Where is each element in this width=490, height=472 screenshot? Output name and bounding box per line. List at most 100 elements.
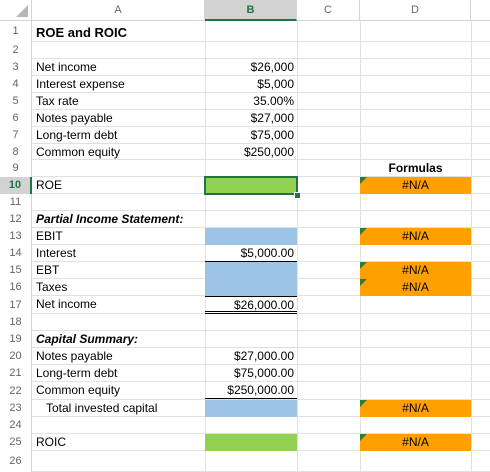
error-indicator-icon bbox=[360, 434, 367, 441]
formula-roe-value: #N/A bbox=[402, 178, 429, 192]
error-indicator-icon bbox=[360, 262, 367, 269]
gridline bbox=[32, 143, 490, 144]
gridline bbox=[205, 21, 206, 472]
row-header[interactable]: 21 bbox=[0, 365, 32, 382]
total-capital-fill[interactable] bbox=[205, 400, 297, 417]
formula-total-capital-value: #N/A bbox=[402, 401, 429, 415]
label-total-invested-capital[interactable]: Total invested capital bbox=[46, 401, 158, 415]
value-interest[interactable]: $5,000.00 bbox=[205, 245, 297, 262]
gridline bbox=[471, 21, 472, 472]
label-taxes[interactable]: Taxes bbox=[36, 280, 68, 294]
row-header[interactable]: 7 bbox=[0, 127, 32, 144]
label-net-income[interactable]: Net income bbox=[36, 60, 97, 74]
label-common-equity[interactable]: Common equity bbox=[36, 145, 121, 159]
formula-taxes[interactable]: #N/A bbox=[360, 279, 471, 296]
error-indicator-icon bbox=[360, 400, 367, 407]
active-cell-selection[interactable] bbox=[204, 176, 298, 195]
label-ebit[interactable]: EBIT bbox=[36, 229, 63, 243]
ebt-taxes-fill[interactable] bbox=[205, 262, 297, 296]
formula-roic[interactable]: #N/A bbox=[360, 434, 471, 451]
label-common-equity-summary[interactable]: Common equity bbox=[36, 383, 121, 397]
row-header[interactable]: 25 bbox=[0, 434, 32, 451]
column-header-e[interactable] bbox=[471, 0, 490, 21]
row-header[interactable]: 3 bbox=[0, 59, 32, 76]
row-header[interactable]: 24 bbox=[0, 417, 32, 434]
formula-ebit[interactable]: #N/A bbox=[360, 228, 471, 245]
value-interest-expense[interactable]: $5,000 bbox=[257, 77, 294, 91]
formula-ebit-value: #N/A bbox=[402, 229, 429, 243]
label-roe[interactable]: ROE bbox=[36, 178, 63, 192]
gridline bbox=[32, 227, 490, 228]
value-net-income-statement[interactable]: $26,000.00 bbox=[205, 296, 297, 314]
row-header[interactable]: 11 bbox=[0, 194, 32, 211]
row-header[interactable]: 20 bbox=[0, 348, 32, 365]
gridline bbox=[297, 21, 298, 472]
row-header[interactable]: 22 bbox=[0, 382, 32, 400]
label-interest[interactable]: Interest bbox=[36, 246, 77, 260]
formula-roe[interactable]: #N/A bbox=[360, 177, 471, 194]
row-header[interactable]: 16 bbox=[0, 279, 32, 296]
value-notes-payable[interactable]: $27,000 bbox=[250, 111, 294, 125]
row-header[interactable]: 23 bbox=[0, 400, 32, 417]
value-common-equity-summary[interactable]: $250,000.00 bbox=[205, 382, 297, 399]
row-header[interactable]: 18 bbox=[0, 314, 32, 331]
row-header[interactable]: 26 bbox=[0, 451, 32, 472]
section-capital-summary[interactable]: Capital Summary: bbox=[36, 332, 139, 346]
value-tax-rate[interactable]: 35.00% bbox=[253, 94, 294, 108]
sheet-title[interactable]: ROE and ROIC bbox=[36, 25, 128, 40]
formulas-header[interactable]: Formulas bbox=[388, 161, 443, 175]
value-net-income[interactable]: $26,000 bbox=[250, 60, 294, 74]
select-all-triangle-icon bbox=[16, 5, 28, 17]
row-header[interactable]: 2 bbox=[0, 42, 32, 59]
gridline bbox=[32, 433, 490, 434]
formula-ebt-value: #N/A bbox=[402, 263, 429, 277]
row-header[interactable]: 8 bbox=[0, 144, 32, 160]
row-header[interactable]: 5 bbox=[0, 93, 32, 110]
ebit-fill[interactable] bbox=[205, 228, 297, 245]
gridline bbox=[32, 159, 490, 160]
label-long-term-debt-summary[interactable]: Long-term debt bbox=[36, 366, 118, 380]
row-header[interactable]: 4 bbox=[0, 76, 32, 93]
roe-input-fill[interactable] bbox=[205, 177, 297, 194]
row-header[interactable]: 9 bbox=[0, 160, 32, 177]
gridline bbox=[32, 347, 490, 348]
fill-handle[interactable] bbox=[294, 192, 301, 199]
select-all-corner[interactable] bbox=[0, 0, 32, 21]
error-indicator-icon bbox=[360, 177, 367, 184]
column-header-c[interactable]: C bbox=[297, 0, 360, 21]
row-header[interactable]: 17 bbox=[0, 296, 32, 314]
row-header[interactable]: 19 bbox=[0, 331, 32, 348]
label-ebt[interactable]: EBT bbox=[36, 263, 60, 277]
label-tax-rate[interactable]: Tax rate bbox=[36, 94, 79, 108]
row-header[interactable]: 10 bbox=[0, 177, 32, 194]
row-header[interactable]: 15 bbox=[0, 262, 32, 279]
row-header[interactable]: 14 bbox=[0, 245, 32, 262]
row-header[interactable]: 12 bbox=[0, 211, 32, 228]
gridline bbox=[32, 126, 490, 127]
value-long-term-debt[interactable]: $75,000 bbox=[250, 128, 294, 142]
section-partial-income-statement[interactable]: Partial Income Statement: bbox=[36, 212, 184, 226]
error-indicator-icon bbox=[360, 228, 367, 235]
column-header-a[interactable]: A bbox=[32, 0, 205, 21]
formula-total-invested-capital[interactable]: #N/A bbox=[360, 400, 471, 417]
gridline bbox=[32, 75, 490, 76]
value-common-equity[interactable]: $250,000 bbox=[243, 145, 294, 159]
label-notes-payable[interactable]: Notes payable bbox=[36, 111, 113, 125]
label-roic[interactable]: ROIC bbox=[36, 435, 66, 449]
value-long-term-debt-summary[interactable]: $75,000.00 bbox=[233, 366, 294, 380]
row-header[interactable]: 13 bbox=[0, 228, 32, 245]
formula-ebt[interactable]: #N/A bbox=[360, 262, 471, 279]
column-header-b[interactable]: B bbox=[205, 0, 297, 21]
row-header[interactable]: 1 bbox=[0, 21, 32, 42]
roic-input-fill[interactable] bbox=[205, 434, 297, 451]
label-net-income-statement[interactable]: Net income bbox=[36, 297, 97, 311]
column-header-d[interactable]: D bbox=[360, 0, 471, 21]
row-header[interactable]: 6 bbox=[0, 110, 32, 127]
label-interest-expense[interactable]: Interest expense bbox=[36, 77, 125, 91]
gridline bbox=[32, 364, 490, 365]
gridline bbox=[32, 399, 490, 400]
label-notes-payable-summary[interactable]: Notes payable bbox=[36, 349, 113, 363]
value-notes-payable-summary[interactable]: $27,000.00 bbox=[233, 349, 294, 363]
label-long-term-debt[interactable]: Long-term debt bbox=[36, 128, 118, 142]
